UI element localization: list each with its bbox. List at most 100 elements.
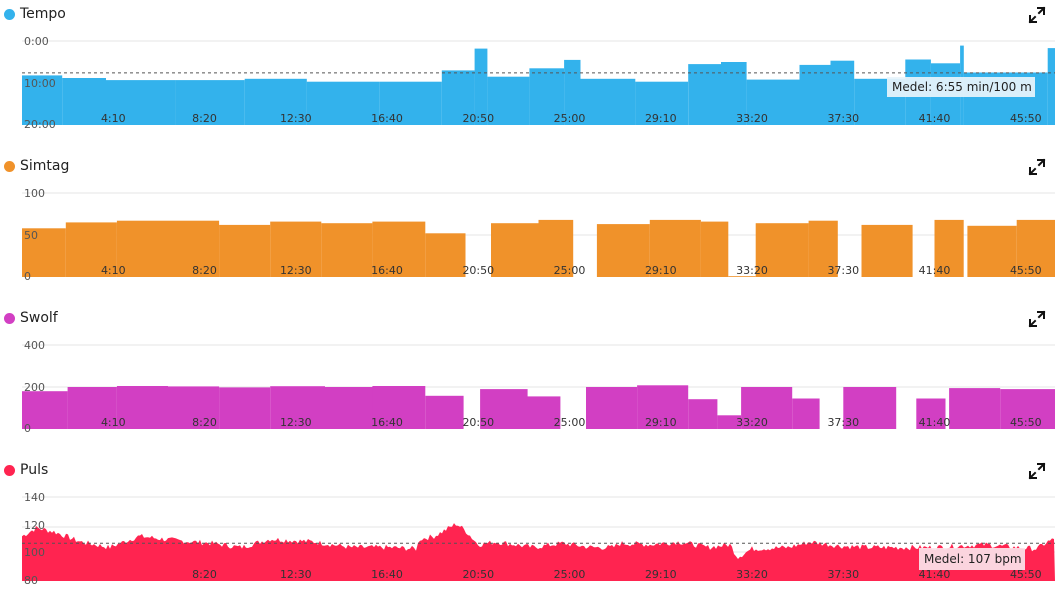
simtag-bar (808, 220, 838, 277)
tempo-x-axis: 4:10 8:20 12:30 16:40 20:50 25:00 29:10 33:20 37… (101, 112, 1042, 125)
swolf-ytick: 200 (24, 381, 45, 394)
swolf-legend-dot (4, 313, 15, 324)
expand-icon[interactable] (1028, 310, 1046, 328)
swolf-xtick: 45:50 (1010, 416, 1042, 429)
swolf-xtick: 25:00 (554, 416, 586, 429)
simtag-xtick: 8:20 (192, 264, 217, 277)
simtag-bar (596, 224, 650, 277)
tempo-xtick: 41:40 (919, 112, 951, 125)
simtag-x-axis: 4:10 8:20 12:30 16:40 20:50 25:00 29:10 33:20 37… (101, 264, 1042, 277)
puls-panel-header: Puls (0, 456, 1061, 482)
simtag-bar (649, 219, 701, 277)
swolf-bar (372, 386, 426, 429)
puls-xtick: 45:50 (1010, 568, 1042, 581)
swolf-bar (22, 391, 68, 429)
swolf-ytick: 0 (24, 422, 31, 435)
simtag-ytick: 100 (24, 187, 45, 200)
simtag-bar (219, 224, 271, 277)
swolf-bar (688, 399, 718, 429)
swolf-ytick: 400 (24, 339, 45, 352)
simtag-bar (491, 223, 539, 277)
simtag-xtick: 41:40 (919, 264, 951, 277)
swolf-xtick: 16:40 (371, 416, 403, 429)
expand-icon[interactable] (1028, 158, 1046, 176)
simtag-legend-dot (4, 161, 15, 172)
simtag-xtick: 29:10 (645, 264, 677, 277)
simtag-bar (22, 228, 66, 277)
tempo-bar (62, 78, 106, 125)
simtag-bar (65, 222, 117, 277)
simtag-bar (755, 223, 809, 277)
puls-ytick: 80 (24, 574, 38, 587)
simtag-title: Simtag (20, 158, 70, 174)
puls-series (22, 523, 1055, 581)
puls-xtick: 20:50 (462, 568, 494, 581)
tempo-bar (1047, 48, 1055, 125)
puls-xtick: 41:40 (919, 568, 951, 581)
tempo-bar (830, 60, 855, 126)
simtag-bar (372, 221, 426, 277)
simtag-panel-header: Simtag (0, 152, 1061, 178)
tempo-panel: Tempo 0:00 10:00 20:00 4:10 8:20 12:30 16:4… (0, 0, 1061, 150)
simtag-bar (700, 221, 729, 277)
puls-legend-dot (4, 465, 15, 476)
puls-xtick: 29:10 (645, 568, 677, 581)
swolf-bar (325, 387, 373, 429)
tempo-average: Medel: 6:55 min/100 m (22, 72, 1055, 97)
simtag-bar (321, 223, 373, 277)
tempo-bar (746, 79, 800, 125)
swolf-bar (1000, 389, 1055, 429)
simtag-chart: 100 50 0 4:10 8:20 12:30 16:40 20:50 25:00 29:… (22, 187, 1055, 283)
swolf-series (22, 385, 1055, 429)
puls-average: Medel: 107 bpm (22, 542, 1055, 570)
tempo-xtick: 8:20 (192, 112, 217, 125)
swolf-bar (527, 396, 561, 429)
swolf-chart: 400 200 0 4:10 8:20 12:30 16:40 20:50 25:00 29… (22, 339, 1055, 435)
tempo-bar (106, 80, 176, 125)
puls-ytick: 100 (24, 546, 45, 559)
swolf-bar (270, 386, 325, 429)
tempo-bar (635, 81, 689, 125)
puls-average-box (919, 548, 1025, 570)
simtag-xtick: 12:30 (280, 264, 312, 277)
tempo-bar (474, 48, 488, 125)
swolf-bar (949, 388, 1001, 429)
tempo-average-label: Medel: 6:55 min/100 m (892, 80, 1032, 94)
puls-ytick: 120 (24, 519, 45, 532)
swolf-bar (219, 387, 271, 429)
tempo-xtick: 12:30 (280, 112, 312, 125)
swolf-bar (792, 398, 820, 429)
puls-x-axis: 8:20 12:30 16:40 20:50 25:00 29:10 33:20 37:30 4… (192, 568, 1042, 581)
swolf-xtick: 4:10 (101, 416, 126, 429)
swolf-bar (67, 387, 117, 429)
expand-icon[interactable] (1028, 462, 1046, 480)
swolf-bar (586, 387, 638, 429)
puls-xtick: 16:40 (371, 568, 403, 581)
swolf-xtick: 29:10 (645, 416, 677, 429)
expand-icon[interactable] (1028, 6, 1046, 24)
swolf-panel: Swolf 400 200 0 4:10 8:20 12:30 16:40 20:50 2… (0, 304, 1061, 454)
simtag-xtick: 16:40 (371, 264, 403, 277)
simtag-xtick: 20:50 (462, 264, 494, 277)
tempo-bar (688, 64, 722, 125)
tempo-title: Tempo (20, 6, 66, 22)
puls-xtick: 37:30 (827, 568, 859, 581)
swolf-panel-header: Swolf (0, 304, 1061, 330)
puls-panel: Puls 140 120 100 80 8:20 12:30 16:40 20:50 2… (0, 456, 1061, 595)
puls-ytick: 140 (24, 491, 45, 504)
simtag-panel: Simtag 100 50 0 4:10 8:20 12:30 16:40 20:50 2… (0, 152, 1061, 302)
simtag-bar (1016, 219, 1055, 277)
swolf-x-axis: 4:10 8:20 12:30 16:40 20:50 25:00 29:10 33:20 37… (101, 416, 1042, 429)
tempo-legend-dot (4, 9, 15, 20)
puls-xtick: 12:30 (280, 568, 312, 581)
swolf-title: Swolf (20, 310, 58, 326)
tempo-bar (175, 80, 245, 125)
puls-chart: 140 120 100 80 8:20 12:30 16:40 20:50 25:00 2… (22, 491, 1055, 587)
puls-average-label: Medel: 107 bpm (924, 552, 1022, 566)
swolf-xtick: 41:40 (919, 416, 951, 429)
swolf-bar (916, 398, 946, 429)
tempo-panel-header: Tempo (0, 0, 1061, 26)
tempo-bar (487, 76, 530, 125)
swolf-xtick: 8:20 (192, 416, 217, 429)
simtag-bar (116, 220, 220, 277)
